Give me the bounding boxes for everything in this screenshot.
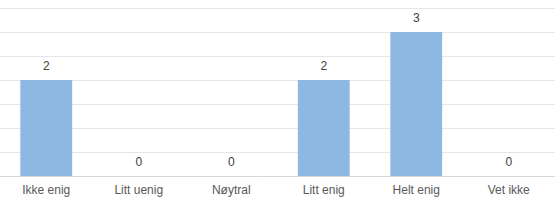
svg-text:Ikke enig: Ikke enig xyxy=(22,183,70,197)
svg-text:2: 2 xyxy=(43,59,50,73)
svg-text:0: 0 xyxy=(135,155,142,169)
svg-text:Litt enig: Litt enig xyxy=(303,183,345,197)
svg-text:Helt enig: Helt enig xyxy=(393,183,440,197)
svg-text:Litt uenig: Litt uenig xyxy=(114,183,163,197)
svg-text:2: 2 xyxy=(320,59,327,73)
svg-text:0: 0 xyxy=(228,155,235,169)
svg-text:Nøytral: Nøytral xyxy=(212,183,251,197)
svg-text:0: 0 xyxy=(505,155,512,169)
svg-text:3: 3 xyxy=(413,11,420,25)
svg-text:Vet ikke: Vet ikke xyxy=(488,183,530,197)
